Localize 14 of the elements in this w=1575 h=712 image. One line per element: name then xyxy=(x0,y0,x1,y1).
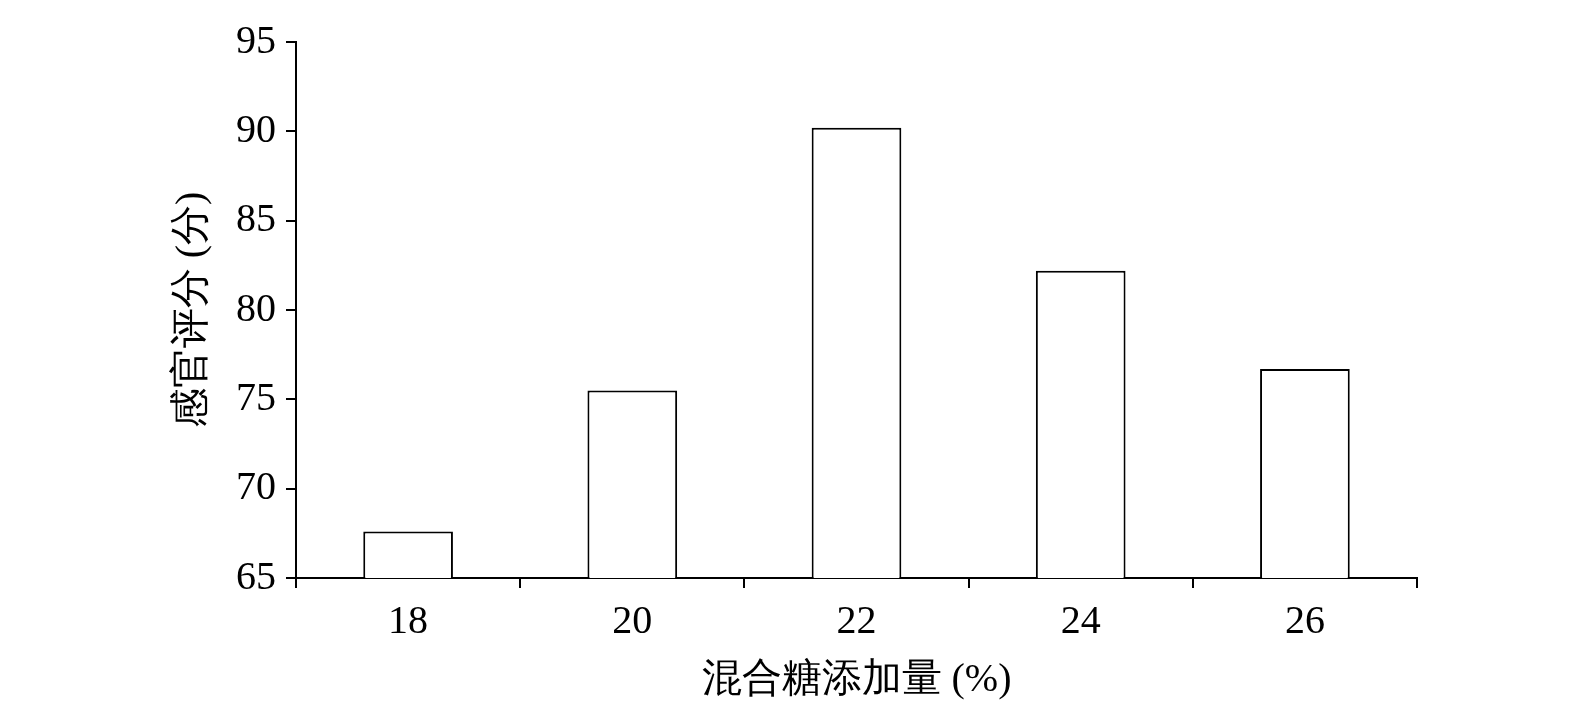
y-axis-title: 感官评分 (分) xyxy=(166,191,212,429)
y-tick-label: 75 xyxy=(236,373,276,419)
y-tick-label: 65 xyxy=(236,552,276,598)
x-tick-label: 26 xyxy=(1284,596,1325,642)
y-tick-label: 85 xyxy=(236,195,276,241)
x-tick-label: 22 xyxy=(836,596,877,642)
x-tick-label: 24 xyxy=(1060,596,1101,642)
y-tick-label: 70 xyxy=(236,463,276,509)
x-tick-label: 18 xyxy=(388,596,429,642)
y-tick-label: 80 xyxy=(236,284,276,330)
y-tick-label: 90 xyxy=(236,105,276,151)
x-tick-label: 20 xyxy=(612,596,653,642)
x-axis-title: 混合糖添加量 (%) xyxy=(701,654,1012,700)
y-tick-label: 95 xyxy=(236,16,276,62)
